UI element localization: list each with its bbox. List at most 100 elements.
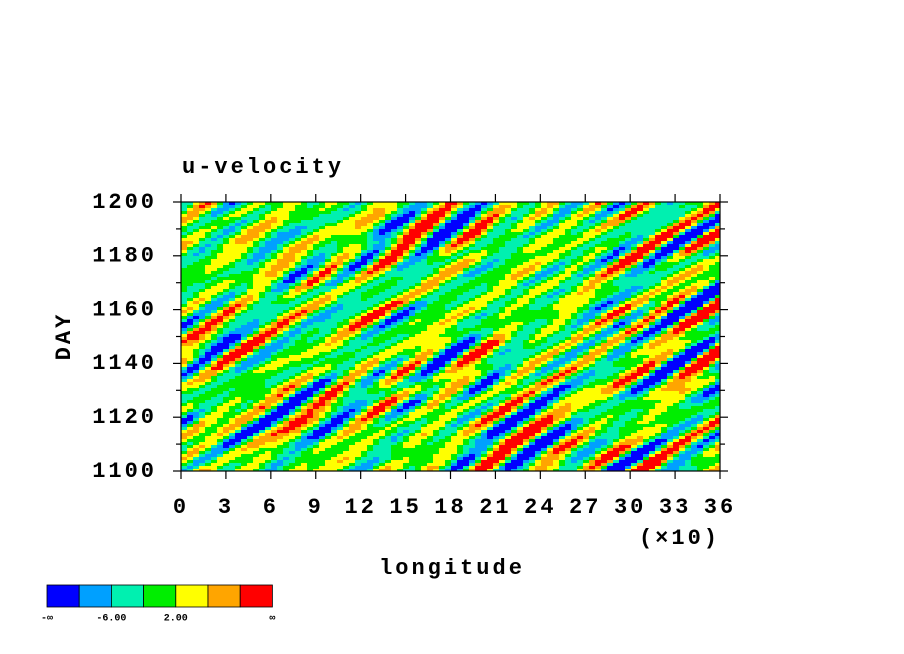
field-cell: [541, 346, 547, 349]
field-cell: [247, 352, 253, 355]
field-cell: [703, 250, 709, 253]
field-cell: [487, 358, 493, 361]
field-cell: [469, 307, 475, 310]
field-cell: [631, 331, 637, 334]
field-cell: [553, 262, 559, 265]
field-cell: [493, 322, 499, 325]
field-cell: [253, 358, 259, 361]
field-cell: [181, 226, 187, 229]
field-cell: [409, 220, 415, 223]
field-cell: [613, 340, 619, 343]
field-cell: [421, 250, 427, 253]
field-cell: [589, 355, 595, 358]
field-cell: [349, 280, 355, 283]
field-cell: [187, 367, 193, 370]
field-cell: [391, 289, 397, 292]
field-cell: [241, 352, 247, 355]
field-cell: [259, 340, 265, 343]
field-cell: [625, 352, 631, 355]
field-cell: [355, 280, 361, 283]
field-cell: [577, 226, 583, 229]
field-cell: [601, 253, 607, 256]
field-cell: [469, 328, 475, 331]
field-cell: [361, 202, 367, 205]
field-cell: [445, 229, 451, 232]
field-cell: [715, 235, 720, 238]
field-cell: [301, 286, 307, 289]
field-cell: [463, 274, 469, 277]
field-cell: [517, 364, 523, 367]
field-cell: [253, 217, 259, 220]
field-cell: [493, 220, 499, 223]
field-cell: [559, 313, 565, 316]
field-cell: [181, 355, 187, 358]
field-cell: [241, 208, 247, 211]
field-cell: [385, 349, 391, 352]
field-cell: [397, 220, 403, 223]
field-cell: [343, 367, 349, 370]
field-cell: [193, 367, 199, 370]
field-cell: [205, 247, 211, 250]
field-cell: [337, 214, 343, 217]
field-cell: [541, 235, 547, 238]
field-cell: [481, 334, 487, 337]
field-cell: [199, 232, 205, 235]
field-cell: [283, 220, 289, 223]
field-cell: [337, 295, 343, 298]
field-cell: [589, 301, 595, 304]
field-cell: [217, 241, 223, 244]
field-cell: [181, 298, 187, 301]
field-cell: [403, 349, 409, 352]
field-cell: [487, 301, 493, 304]
field-cell: [535, 337, 541, 340]
field-cell: [247, 331, 253, 334]
field-cell: [409, 247, 415, 250]
field-cell: [463, 208, 469, 211]
field-cell: [391, 226, 397, 229]
field-cell: [523, 247, 529, 250]
field-cell: [529, 349, 535, 352]
field-cell: [589, 328, 595, 331]
field-cell: [637, 277, 643, 280]
field-cell: [265, 241, 271, 244]
field-cell: [589, 220, 595, 223]
field-cell: [331, 205, 337, 208]
field-cell: [619, 214, 625, 217]
field-cell: [421, 334, 427, 337]
field-cell: [541, 361, 547, 364]
field-cell: [325, 295, 331, 298]
field-cell: [439, 277, 445, 280]
field-cell: [469, 244, 475, 247]
field-cell: [181, 292, 187, 295]
field-cell: [445, 310, 451, 313]
field-cell: [349, 343, 355, 346]
field-cell: [649, 307, 655, 310]
field-cell: [391, 292, 397, 295]
field-cell: [631, 292, 637, 295]
field-cell: [607, 349, 613, 352]
field-cell: [397, 310, 403, 313]
field-cell: [331, 250, 337, 253]
field-cell: [589, 304, 595, 307]
field-cell: [193, 268, 199, 271]
field-cell: [397, 244, 403, 247]
field-cell: [391, 280, 397, 283]
field-cell: [697, 328, 703, 331]
field-cell: [547, 295, 553, 298]
field-cell: [361, 298, 367, 301]
field-cell: [565, 298, 571, 301]
field-cell: [325, 262, 331, 265]
field-cell: [553, 280, 559, 283]
field-cell: [541, 310, 547, 313]
field-cell: [349, 367, 355, 370]
field-cell: [223, 226, 229, 229]
field-cell: [283, 340, 289, 343]
field-cell: [427, 268, 433, 271]
field-cell: [589, 280, 595, 283]
field-cell: [619, 340, 625, 343]
field-cell: [379, 355, 385, 358]
field-cell: [715, 304, 720, 307]
field-cell: [487, 361, 493, 364]
field-cell: [289, 346, 295, 349]
field-cell: [421, 286, 427, 289]
